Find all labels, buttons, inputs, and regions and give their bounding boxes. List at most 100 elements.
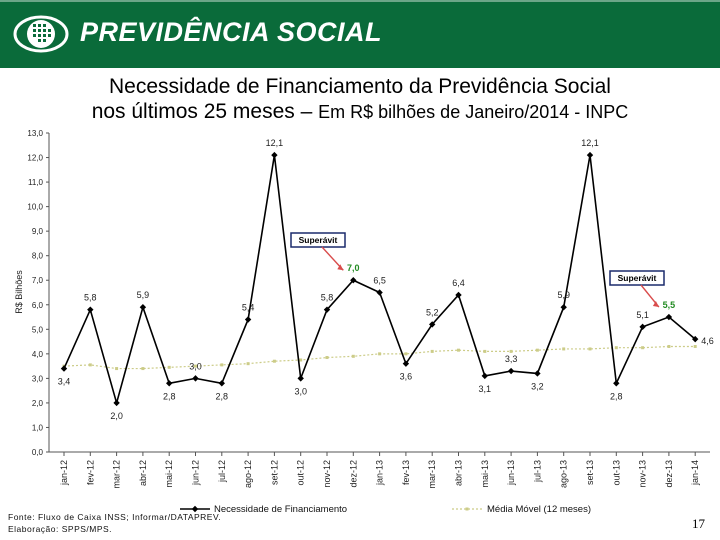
y-tick-label: 9,0 bbox=[32, 227, 44, 236]
x-tick-label: nov-12 bbox=[322, 460, 332, 488]
data-label: 5,5 bbox=[663, 300, 676, 310]
chart-title-line1: Necessidade de Financiamento da Previdên… bbox=[109, 75, 611, 98]
moving-average-point bbox=[588, 347, 592, 351]
moving-average-point bbox=[246, 362, 250, 366]
superavit-box bbox=[290, 232, 346, 248]
financing-point bbox=[60, 365, 68, 372]
data-label: 5,4 bbox=[242, 302, 255, 312]
x-tick-label: jun-13 bbox=[506, 460, 516, 486]
data-label: 12,1 bbox=[581, 138, 599, 148]
financing-point bbox=[376, 289, 383, 296]
data-label: 5,2 bbox=[426, 307, 439, 317]
chart-axes: 0,0 1,0 2,0 3,0 4,0 5,0 6,0 7,0 8,0 9,0 10,0 11,0 12… bbox=[14, 129, 710, 489]
financing-line-chart: 0,0 1,0 2,0 3,0 4,0 5,0 6,0 7,0 8,0 9,0 10,0 11,0 12… bbox=[14, 129, 714, 515]
data-label: 2,8 bbox=[216, 391, 229, 401]
moving-average-point bbox=[457, 348, 460, 352]
data-label: 5,9 bbox=[557, 290, 570, 300]
data-label: 3,0 bbox=[294, 386, 307, 396]
superavit-label: Superávit bbox=[299, 235, 338, 245]
moving-average-point bbox=[378, 352, 382, 356]
brand-name: PREVIDÊNCIA SOCIAL bbox=[80, 17, 383, 47]
financing-point bbox=[113, 399, 120, 407]
chart-title-units: Em R$ bilhões de Janeiro/2014 - INPC bbox=[318, 102, 629, 122]
financing-point bbox=[87, 306, 94, 313]
data-labels: 3,4 5,8 2,0 5,9 2,8 3,0 2,8 5,4 12,1 3,0 5,8 7,0 6,5… bbox=[58, 138, 714, 421]
financing-point bbox=[402, 360, 410, 367]
moving-average-point bbox=[641, 346, 645, 350]
moving-average-point bbox=[167, 365, 171, 369]
x-tick-label: jun-12 bbox=[191, 460, 201, 486]
moving-average-point bbox=[351, 354, 355, 358]
chart-title-line2: nos últimos 25 meses – Em R$ bilhões de … bbox=[0, 100, 720, 124]
data-label: 5,1 bbox=[636, 310, 649, 320]
data-label: 6,4 bbox=[452, 278, 465, 288]
superavit-arrowhead bbox=[337, 264, 344, 271]
moving-average-point bbox=[404, 352, 408, 356]
x-tick-label: ago-13 bbox=[559, 460, 569, 488]
x-tick-label: dez-12 bbox=[348, 460, 358, 488]
annotations: Superávit Superávit bbox=[290, 232, 665, 308]
financing-point bbox=[560, 304, 567, 311]
x-tick-label: out-12 bbox=[296, 460, 306, 486]
x-tick-label: mai-12 bbox=[164, 460, 174, 488]
y-tick-label: 2,0 bbox=[32, 399, 44, 408]
x-tick-label: dez-13 bbox=[664, 460, 674, 488]
y-tick-label: 1,0 bbox=[32, 423, 44, 432]
financing-point bbox=[323, 306, 331, 313]
moving-average-point bbox=[325, 356, 329, 360]
previdencia-logo-icon bbox=[13, 15, 69, 53]
x-tick-label: mai-13 bbox=[480, 460, 490, 488]
data-label: 3,6 bbox=[400, 372, 413, 382]
data-label: 2,8 bbox=[610, 391, 623, 401]
data-label: 3,4 bbox=[58, 377, 71, 387]
financing-point bbox=[481, 372, 488, 380]
y-tick-label: 11,0 bbox=[28, 178, 44, 187]
financing-point bbox=[271, 151, 278, 159]
x-tick-label: abr-12 bbox=[138, 460, 148, 486]
legend-label-average: Média Móvel (12 meses) bbox=[487, 504, 591, 515]
financing-point bbox=[166, 380, 173, 387]
legend-marker-financing bbox=[191, 505, 199, 513]
data-label: 3,3 bbox=[505, 354, 518, 364]
y-tick-label: 5,0 bbox=[32, 325, 44, 334]
y-tick-label: 6,0 bbox=[32, 301, 44, 310]
superavit-box bbox=[609, 270, 665, 286]
moving-average-point bbox=[693, 344, 697, 348]
moving-average-point bbox=[272, 359, 276, 363]
moving-average-point bbox=[667, 344, 671, 348]
superavit-label: Superávit bbox=[618, 273, 657, 283]
data-label: 7,0 bbox=[347, 263, 360, 273]
financing-point bbox=[139, 304, 147, 311]
x-tick-label: set-12 bbox=[269, 460, 279, 485]
moving-average-point bbox=[535, 348, 539, 352]
financing-point bbox=[639, 323, 646, 331]
financing-point bbox=[507, 367, 515, 375]
x-tick-label: ago-12 bbox=[243, 460, 253, 488]
financing-point bbox=[455, 291, 462, 299]
legend-marker-average bbox=[465, 507, 469, 511]
superavit-arrowhead bbox=[652, 301, 659, 308]
x-tick-label: jul-12 bbox=[217, 460, 227, 483]
header-bar: PREVIDÊNCIA SOCIAL bbox=[0, 0, 720, 68]
moving-average-point bbox=[614, 346, 618, 350]
financing-point bbox=[665, 313, 673, 321]
data-label: 5,8 bbox=[321, 293, 334, 303]
financing-series bbox=[60, 151, 699, 407]
x-tick-label: set-13 bbox=[585, 460, 595, 485]
source-note: Fonte: Fluxo de Caixa INSS; Informar/DAT… bbox=[8, 511, 221, 535]
financing-point bbox=[350, 277, 357, 284]
moving-average-line bbox=[63, 345, 696, 370]
chart-legend: Necessidade de Financiamento Média Móvel … bbox=[180, 504, 591, 515]
y-tick-label: 4,0 bbox=[32, 350, 44, 359]
data-label: 12,1 bbox=[266, 138, 284, 148]
financing-point bbox=[534, 370, 541, 377]
data-label: 3,0 bbox=[189, 361, 202, 371]
x-tick-label: mar-12 bbox=[112, 460, 122, 489]
data-label: 2,8 bbox=[163, 391, 176, 401]
financing-point bbox=[586, 151, 594, 159]
financing-point bbox=[218, 380, 225, 387]
x-tick-label: jan-13 bbox=[375, 460, 385, 486]
y-tick-label: 0,0 bbox=[32, 448, 44, 457]
x-tick-label: out-13 bbox=[611, 460, 621, 486]
moving-average-point bbox=[88, 363, 92, 367]
